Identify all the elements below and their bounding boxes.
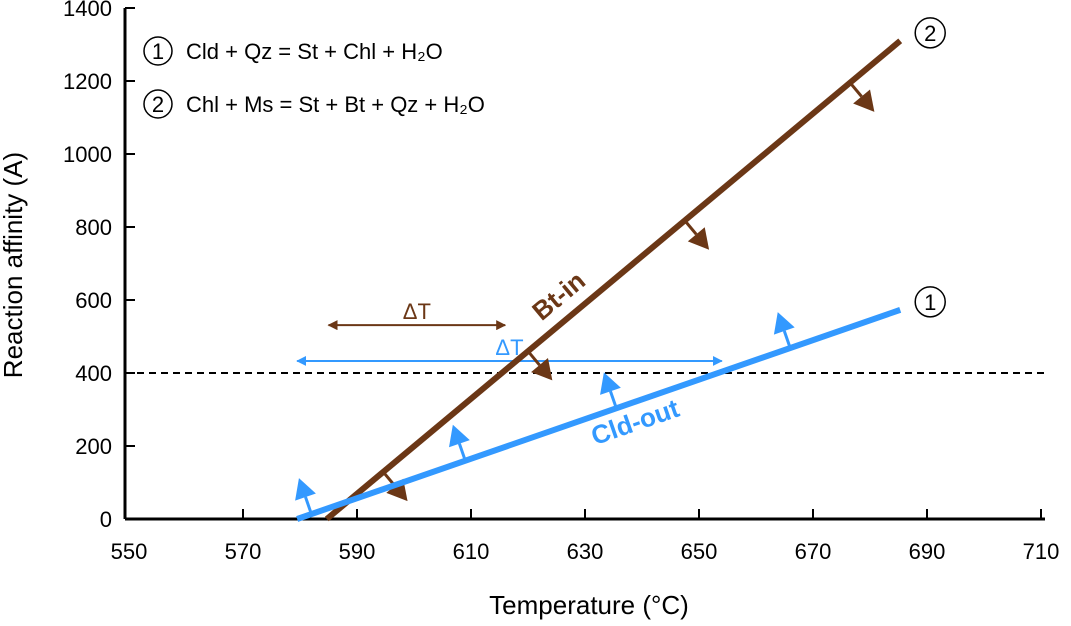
legend-marker: 1 bbox=[152, 39, 164, 64]
y-tick-label: 0 bbox=[100, 507, 112, 532]
x-tick-label: 610 bbox=[453, 539, 490, 564]
legend: 1 Cld + Qz = St + Chl + H₂O 2 Chl + Ms =… bbox=[143, 36, 485, 119]
x-axis-label: Temperature (°C) bbox=[489, 590, 689, 620]
direction-arrow-head bbox=[853, 89, 875, 112]
series-line-bt-in bbox=[324, 38, 903, 522]
y-tick-label: 400 bbox=[75, 361, 112, 386]
direction-arrow-head bbox=[295, 478, 316, 501]
direction-arrow-shaft bbox=[304, 496, 313, 515]
series-marker: 2 bbox=[924, 21, 936, 46]
circled-number-1 bbox=[914, 286, 946, 318]
y-tick-label: 1000 bbox=[63, 142, 112, 167]
y-tick-label: 1400 bbox=[63, 0, 112, 21]
y-tick-label: 200 bbox=[75, 434, 112, 459]
legend-marker: 2 bbox=[152, 92, 164, 117]
circled-number-2 bbox=[143, 89, 173, 119]
x-tick-label: 550 bbox=[111, 539, 148, 564]
delta-t-label: ΔT bbox=[403, 299, 431, 324]
legend-entry-1: 1 Cld + Qz = St + Chl + H₂O bbox=[143, 36, 443, 66]
direction-arrow-head bbox=[600, 372, 621, 395]
legend-entry-2: 2 Chl + Ms = St + Bt + Qz + H₂O bbox=[143, 89, 485, 119]
legend-text: Chl + Ms = St + Bt + Qz + H₂O bbox=[186, 92, 485, 117]
y-tick-label: 600 bbox=[75, 288, 112, 313]
x-tick-label: 630 bbox=[567, 539, 604, 564]
direction-arrow-shaft bbox=[683, 219, 698, 236]
y-tick-label: 1200 bbox=[63, 69, 112, 94]
series-label-bt-in: Bt-in bbox=[526, 265, 591, 326]
direction-arrow-head bbox=[531, 357, 553, 381]
x-tick-label: 710 bbox=[1023, 539, 1060, 564]
plot-area: 550 570 590 610 630 650 670 690 710 0 200 400 600 800… bbox=[63, 0, 1059, 564]
direction-arrow-shaft bbox=[457, 443, 467, 462]
series-line-cld-out bbox=[296, 307, 902, 522]
direction-arrow-shaft bbox=[782, 330, 792, 349]
legend-text: Cld + Qz = St + Chl + H₂O bbox=[186, 39, 443, 64]
direction-arrow-shaft bbox=[848, 81, 863, 98]
circled-number-2 bbox=[914, 17, 946, 49]
x-tick-label: 570 bbox=[225, 539, 262, 564]
direction-arrow-head bbox=[449, 424, 470, 448]
direction-arrow-shaft bbox=[526, 350, 541, 367]
direction-arrow-shaft bbox=[609, 390, 618, 409]
direction-arrow-head bbox=[687, 227, 710, 250]
y-axis-label: Reaction affinity (A) bbox=[0, 152, 28, 378]
x-tick-label: 590 bbox=[339, 539, 376, 564]
y-tick-label: 800 bbox=[75, 215, 112, 240]
circled-number-1 bbox=[143, 36, 173, 66]
x-tick-label: 650 bbox=[681, 539, 718, 564]
direction-arrow-head bbox=[773, 312, 795, 335]
x-tick-label: 690 bbox=[909, 539, 946, 564]
x-tick-label: 670 bbox=[795, 539, 832, 564]
series-marker: 1 bbox=[924, 290, 936, 315]
